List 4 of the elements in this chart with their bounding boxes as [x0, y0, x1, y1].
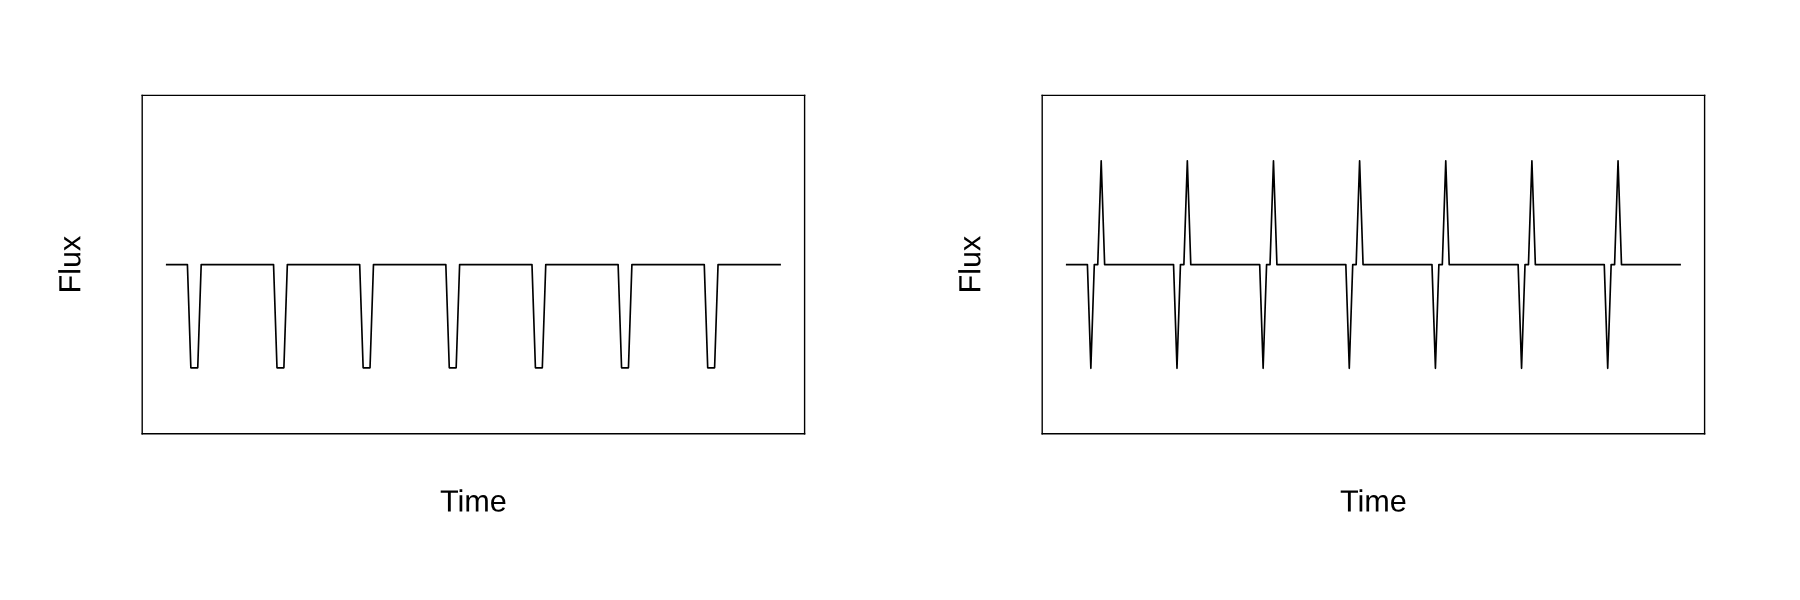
x-axis-title: Time: [440, 489, 506, 512]
x-axis-title: Time: [1340, 489, 1406, 512]
y-axis-title: Flux: [58, 236, 81, 291]
y-axis-title: Flux: [958, 236, 981, 291]
